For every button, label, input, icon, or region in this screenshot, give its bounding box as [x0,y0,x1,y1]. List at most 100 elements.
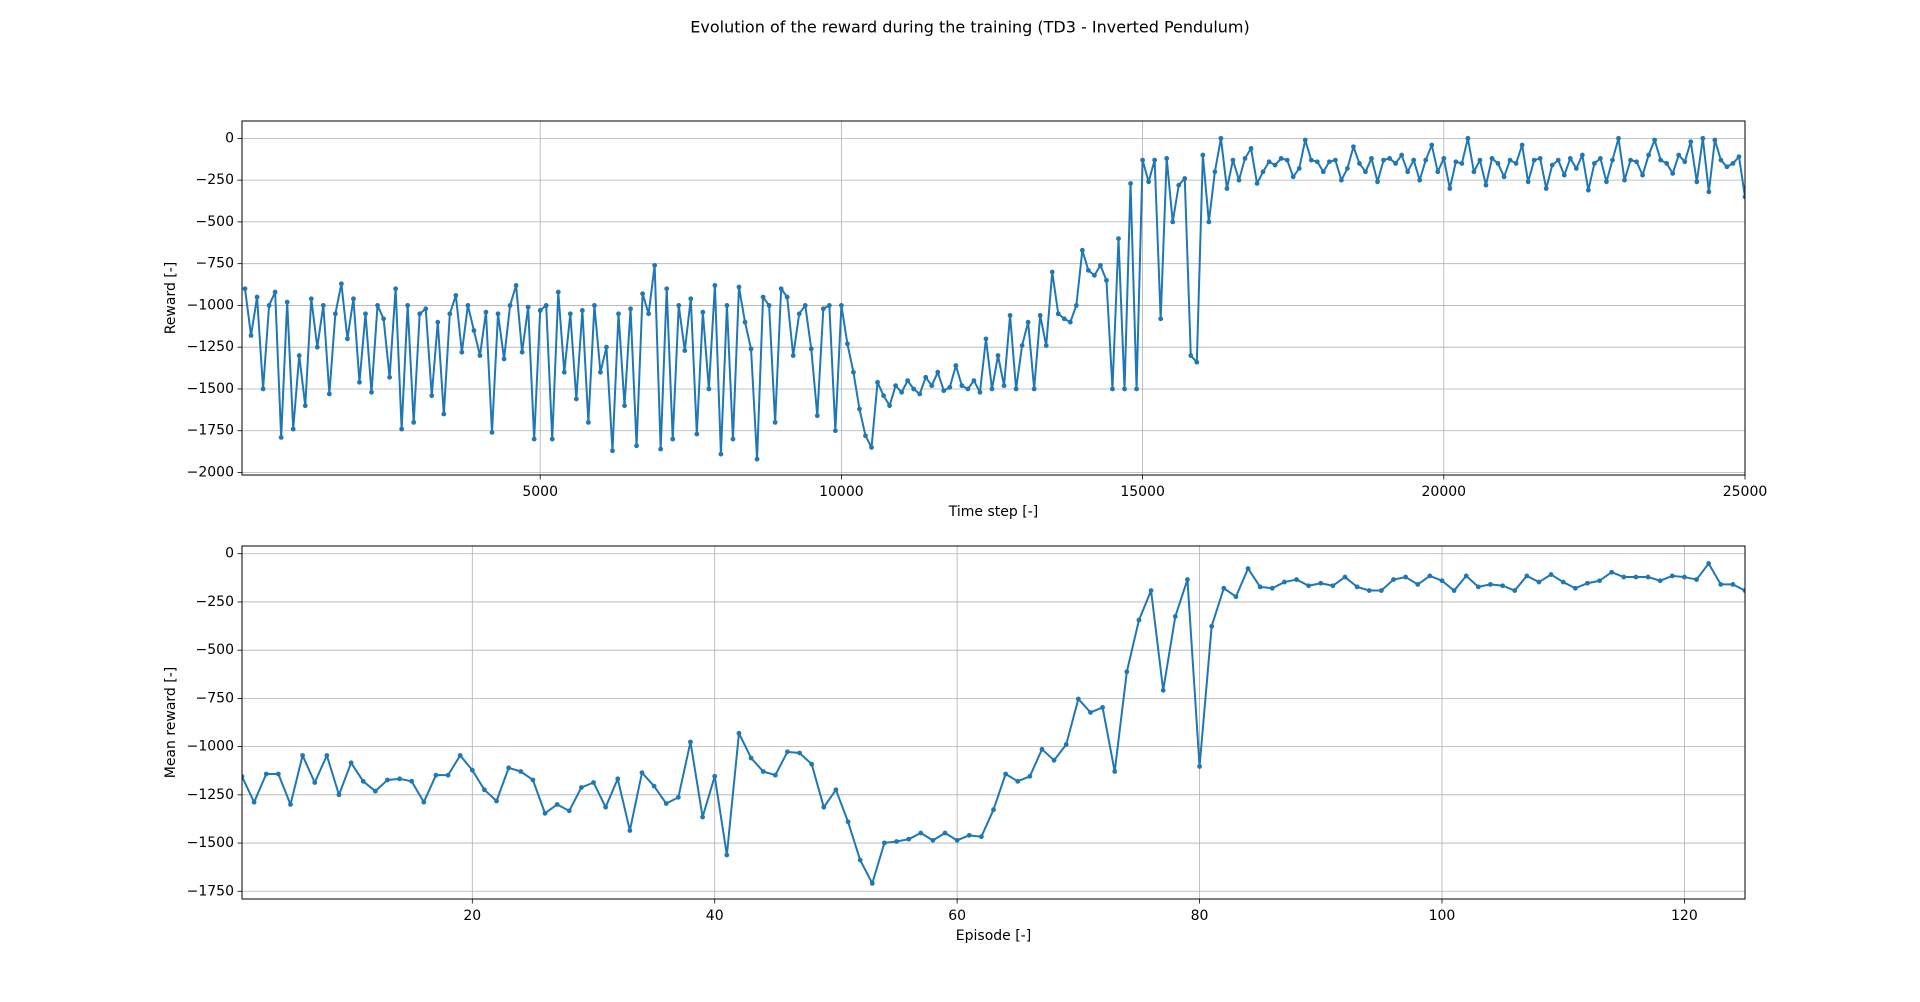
x-tick-label: 40 [706,908,724,924]
point [1266,159,1272,165]
point [530,777,536,783]
point [537,308,543,313]
point [1245,566,1251,571]
point [555,289,561,295]
point [796,311,802,317]
point [1471,169,1477,175]
point [567,311,573,317]
point [1320,169,1326,175]
point [881,393,886,399]
point [1439,578,1445,584]
x-tick-label: 15000 [1120,484,1165,500]
point [688,739,693,745]
point [639,770,645,776]
point [1197,764,1202,769]
point [1015,778,1021,784]
point [272,289,278,295]
point [923,374,929,380]
point [1579,152,1585,158]
point [1176,182,1182,188]
point [724,303,730,308]
point [1338,177,1344,183]
point [385,777,390,783]
point [1116,236,1121,242]
point [1233,594,1239,600]
point [1670,171,1676,176]
point [1200,152,1206,158]
point [1063,742,1069,747]
point [1664,161,1670,166]
point [652,262,658,268]
point [1294,577,1299,582]
point [778,286,784,292]
point [1172,614,1178,619]
point [1730,161,1736,166]
point [1718,581,1724,587]
series [242,561,1745,886]
line [244,137,1745,461]
point [314,344,320,350]
point [646,311,652,317]
point [785,749,790,755]
point [1236,177,1242,183]
point [1148,588,1154,593]
point [814,413,820,419]
point [1405,169,1411,175]
point [1543,186,1549,191]
point [1585,187,1591,193]
point [1019,343,1025,348]
point [603,804,609,810]
point [1477,157,1483,163]
point [441,411,447,417]
point [1706,561,1712,566]
point [736,284,742,290]
point [1230,157,1236,163]
point [429,393,435,399]
point [1027,773,1033,779]
point [615,776,621,782]
point [887,403,892,409]
point [905,378,911,384]
point [1429,142,1435,148]
point [1453,159,1459,165]
point [1043,343,1049,348]
y-tick-label: −750 [196,690,234,706]
point [1724,164,1730,170]
point [1513,161,1519,166]
point [1128,181,1133,186]
y-tick-label: −1250 [187,339,234,355]
point [712,773,718,779]
point [1326,159,1332,165]
point [784,294,790,300]
point [1170,219,1176,225]
series [242,135,1745,462]
point [260,386,266,392]
y-tick-label: −250 [196,172,234,188]
point [1411,157,1417,163]
point [882,840,887,846]
point [989,386,995,392]
point [433,772,439,778]
point [324,753,330,758]
point [1318,580,1324,586]
point [1381,157,1386,163]
point [664,286,670,292]
point [1423,157,1429,163]
y-tick-label: −750 [196,256,234,272]
point [1206,219,1212,225]
point [772,772,778,778]
point [1140,157,1145,163]
point [1098,262,1103,268]
point [1391,577,1396,582]
point [1308,157,1314,163]
point [1354,584,1360,590]
point [469,767,475,773]
point [1597,578,1602,584]
point [278,435,284,440]
point [1284,157,1290,163]
point [1122,386,1127,392]
point [345,336,350,342]
point [1483,182,1489,188]
point [591,780,596,785]
